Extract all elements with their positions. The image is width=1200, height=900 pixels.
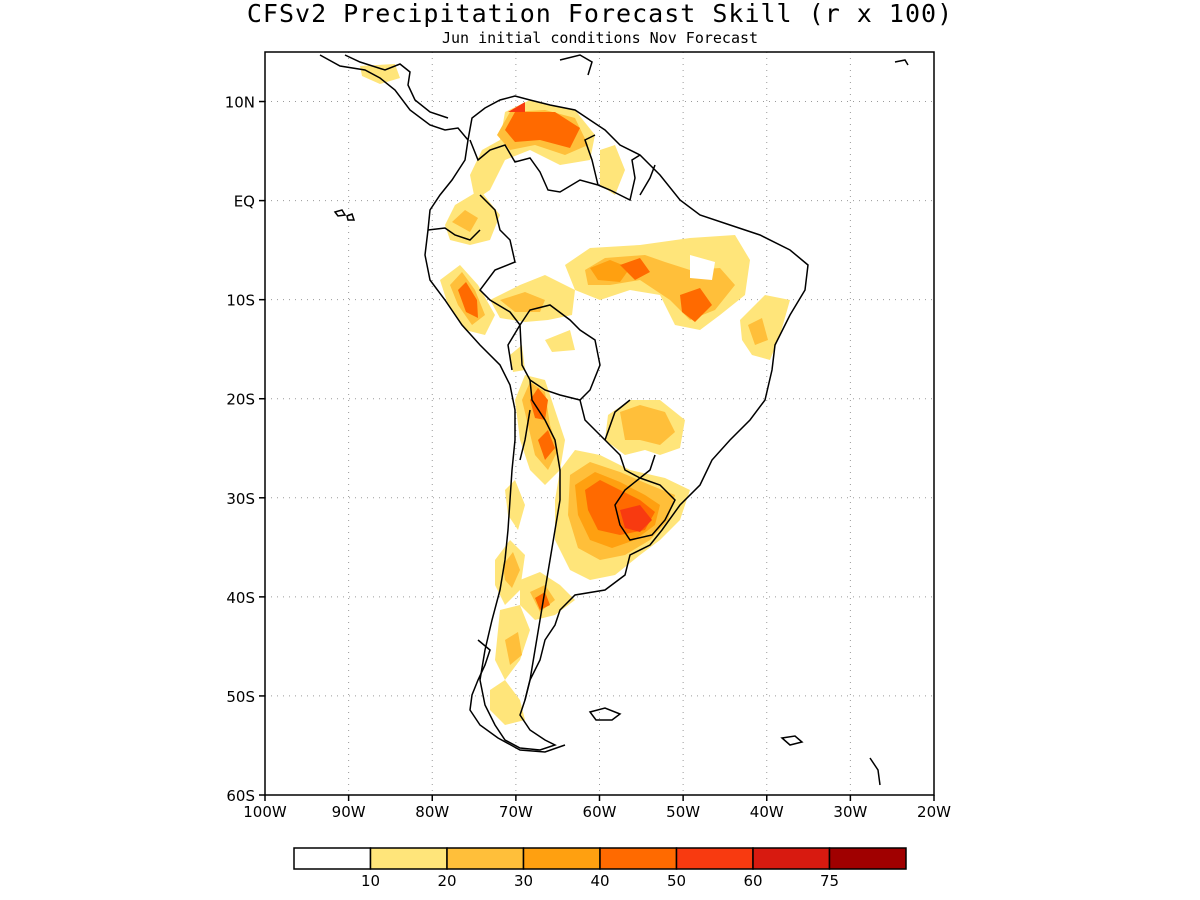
lon-tick-label: 30W [833, 803, 867, 821]
legend-swatch [293, 847, 372, 870]
lon-tick-label: 70W [499, 803, 533, 821]
lon-tick-label: 80W [415, 803, 449, 821]
skill-shading [360, 64, 790, 725]
lat-tick-label: 20S [226, 391, 255, 409]
legend-label: 60 [743, 872, 762, 890]
map-title: CFSv2 Precipitation Forecast Skill (r x … [246, 0, 954, 28]
lat-tick-label: 10N [225, 94, 255, 112]
map-area [265, 52, 934, 795]
lon-tick-label: 50W [666, 803, 700, 821]
latitude-axis: 10N EQ 10S 20S 30S 40S 50S 60S [225, 94, 265, 805]
country-borders [427, 134, 676, 701]
legend-swatch [369, 847, 448, 870]
longitude-axis: 100W 90W 80W 70W 60W 50W 40W 30W 20W [243, 795, 951, 821]
lat-tick-label: 30S [226, 490, 255, 508]
legend-label: 50 [667, 872, 686, 890]
legend-swatch [828, 847, 907, 870]
legend-swatch [522, 847, 601, 870]
lon-tick-label: 90W [332, 803, 366, 821]
color-legend: 10 20 30 40 50 60 75 [293, 847, 907, 890]
lon-tick-label: 20W [917, 803, 951, 821]
legend-label: 20 [437, 872, 456, 890]
legend-swatch [675, 847, 754, 870]
legend-swatch [599, 847, 678, 870]
legend-label: 75 [820, 872, 839, 890]
lat-tick-label: 40S [226, 589, 255, 607]
lon-tick-label: 60W [583, 803, 617, 821]
coastlines [319, 54, 909, 786]
lon-tick-label: 100W [243, 803, 287, 821]
legend-swatch [752, 847, 831, 870]
legend-label: 30 [514, 872, 533, 890]
legend-label: 10 [361, 872, 380, 890]
lon-tick-label: 40W [750, 803, 784, 821]
lat-tick-label: EQ [234, 193, 255, 211]
lat-tick-label: 50S [226, 688, 255, 706]
map-subtitle: Jun initial conditions Nov Forecast [441, 29, 759, 47]
legend-swatch [446, 847, 525, 870]
lat-tick-label: 10S [226, 292, 255, 310]
lat-tick-label: 60S [226, 787, 255, 805]
legend-label: 40 [590, 872, 609, 890]
